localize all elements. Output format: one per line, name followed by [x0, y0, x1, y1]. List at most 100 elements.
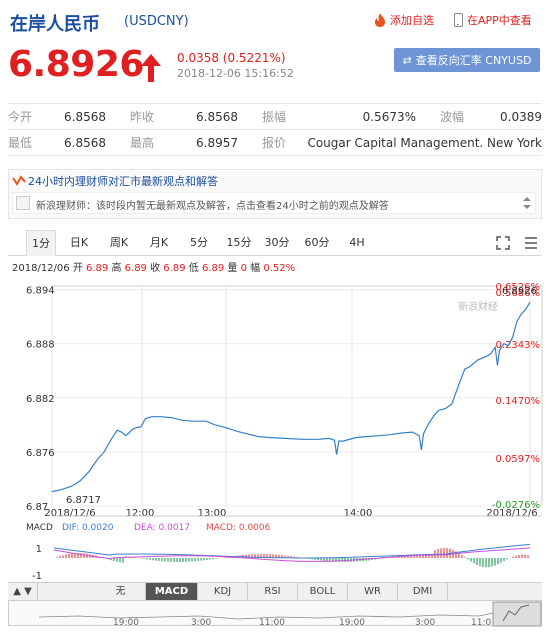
reverse-rate-label: 查看反向汇率 CNYUSD — [415, 54, 532, 67]
meta-vol: 0 — [240, 263, 247, 274]
menu-icon[interactable] — [524, 236, 538, 250]
nav-label: 11:00 — [259, 618, 285, 627]
prev-close-label: 昨收 — [130, 110, 155, 124]
add-watchlist-label: 添加自选 — [390, 14, 434, 27]
tab-month[interactable]: 月K — [149, 236, 169, 249]
tab-15min[interactable]: 15分 — [226, 236, 252, 249]
indicator-tab-rsi[interactable]: RSI — [248, 583, 298, 601]
flame-icon — [375, 13, 385, 27]
y-tick-label: 6.87 — [26, 502, 48, 513]
price-chart[interactable]: 6.894 6.888 6.882 6.876 6.87 0.6526%0.5686% 0… — [0, 272, 550, 582]
arrow-down-icon[interactable]: ▼ — [24, 586, 32, 597]
range-value: 0.0389 — [500, 109, 542, 124]
meta-date: 2018/12/06 — [12, 263, 70, 274]
opinion-title[interactable]: 24小时内理财师对汇市最新观点和解答 — [28, 175, 218, 188]
tab-week[interactable]: 周K — [109, 236, 129, 249]
navigator-sparkline: 19:00 3:00 11:00 19:00 3:00 11:0 — [38, 601, 542, 628]
low-value-label: 6.8717 — [66, 495, 101, 506]
meta-high: 6.89 — [124, 263, 147, 274]
pct-tick-label: 0.2343% — [496, 340, 541, 351]
price-change: 0.0358 (0.5221%) — [177, 51, 286, 65]
dif-line — [53, 543, 531, 559]
nav-label: 3:00 — [415, 618, 435, 627]
x-tick-label: 2018/12/6 — [44, 508, 95, 519]
y-tick-label: 6.888 — [26, 340, 55, 351]
dea-line — [53, 547, 531, 562]
time-navigator[interactable]: 19:00 3:00 11:00 19:00 3:00 11:0 — [8, 600, 542, 628]
nav-label: 11:0 — [471, 618, 491, 627]
scroll-arrows[interactable]: ▲ ▼ — [8, 583, 38, 601]
info-row: 今开 6.8568 昨收 6.8568 振幅 0.5673% 波幅 0.0389 — [8, 104, 542, 130]
meta-low-label: 低 — [188, 263, 199, 274]
page-title: 在岸人民币 — [10, 14, 100, 35]
open-in-app-button[interactable]: 在APP中查看 — [454, 12, 532, 28]
meta-amp: 0.52% — [263, 263, 296, 274]
y-tick-label: 6.882 — [26, 394, 55, 405]
indicator-tab-macd[interactable]: MACD — [146, 583, 198, 601]
high-label: 最高 — [130, 136, 155, 150]
open-in-app-label: 在APP中查看 — [467, 14, 532, 27]
tab-5min[interactable]: 5分 — [190, 236, 208, 249]
meta-high-label: 高 — [111, 263, 122, 274]
phone-icon — [454, 13, 463, 27]
x-tick-label: 13:00 — [198, 508, 227, 519]
fullscreen-icon[interactable] — [496, 236, 510, 250]
last-value-label: 6.8926 — [502, 286, 537, 297]
x-tick-label: 14:00 — [344, 508, 373, 519]
macd-label: MACD — [26, 523, 53, 533]
indicator-tab-kdj[interactable]: KDJ — [198, 583, 248, 601]
avatar — [16, 196, 30, 210]
meta-close-label: 收 — [150, 263, 161, 274]
period-tabs: 1分 日K 周K 月K 5分 15分 30分 60分 4H — [8, 230, 542, 256]
low-value: 6.8568 — [64, 135, 106, 150]
open-value: 6.8568 — [64, 109, 106, 124]
indicator-tab-boll[interactable]: BOLL — [298, 583, 348, 601]
indicator-tab-none[interactable]: 无 — [96, 583, 146, 601]
price-line — [51, 301, 531, 493]
tab-1min[interactable]: 1分 — [26, 230, 56, 256]
meta-open-label: 开 — [72, 263, 83, 274]
tab-day[interactable]: 日K — [69, 236, 89, 249]
reverse-rate-button[interactable]: ⇄ 查看反向汇率 CNYUSD — [394, 48, 540, 72]
add-watchlist-button[interactable]: 添加自选 — [374, 12, 434, 28]
open-label: 今开 — [8, 110, 33, 124]
meta-close: 6.89 — [163, 263, 186, 274]
nav-label: 3:00 — [191, 618, 211, 627]
pct-tick-label: -0.0276% — [492, 500, 540, 511]
pct-tick-label: 0.6526% — [496, 282, 541, 293]
up-arrow-icon — [141, 54, 161, 82]
meta-open: 6.89 — [86, 263, 109, 274]
navigator-handle[interactable] — [492, 601, 542, 627]
currency-code: (USDCNY) — [124, 14, 189, 29]
opinion-line[interactable] — [12, 192, 536, 214]
meta-low: 6.89 — [201, 263, 225, 274]
tab-60min[interactable]: 60分 — [304, 236, 330, 249]
amplitude-label: 振幅 — [262, 110, 287, 124]
prev-close-value: 6.8568 — [196, 109, 238, 124]
tab-30min[interactable]: 30分 — [264, 236, 290, 249]
x-tick-label: 2018/12/6 — [486, 508, 537, 519]
macd-value: MACD: 0.0006 — [206, 523, 271, 533]
scroll-arrows-icon[interactable] — [522, 195, 532, 211]
tab-4h[interactable]: 4H — [349, 236, 365, 249]
indicator-tab-wr[interactable]: WR — [348, 583, 398, 601]
amplitude-value: 0.5673% — [362, 109, 416, 124]
info-row: 最低 6.8568 最高 6.8957 报价 Cougar Capital Ma… — [8, 130, 542, 156]
pct-tick-label: 0.5686% — [496, 288, 541, 299]
arrow-up-icon[interactable]: ▲ — [13, 586, 21, 597]
opinion-text[interactable]: 新浪理财师：该时段内暂无最新观点及解答，点击查看24小时之前的观点及解答 — [36, 201, 389, 212]
meta-amp-label: 幅 — [250, 263, 261, 274]
indicator-tab-dmi[interactable]: DMI — [398, 583, 448, 601]
pct-tick-label: 0.1470% — [496, 396, 541, 407]
quoter-value: Cougar Capital Management. New York — [307, 135, 542, 150]
macd-dif: DIF: 0.0020 — [62, 523, 114, 533]
macd-tick-neg1: -1 — [32, 571, 42, 582]
watermark: 新浪财经 — [458, 300, 498, 313]
low-label: 最低 — [8, 136, 33, 150]
trend-icon — [12, 175, 26, 186]
indicator-tabs: ▲ ▼ 无 MACD KDJ RSI BOLL WR DMI — [8, 582, 542, 601]
plot-frame — [51, 285, 543, 507]
macd-dea: DEA: 0.0017 — [134, 523, 190, 533]
macd-tick-1: 1 — [36, 544, 42, 555]
y-tick-label: 6.876 — [26, 448, 55, 459]
